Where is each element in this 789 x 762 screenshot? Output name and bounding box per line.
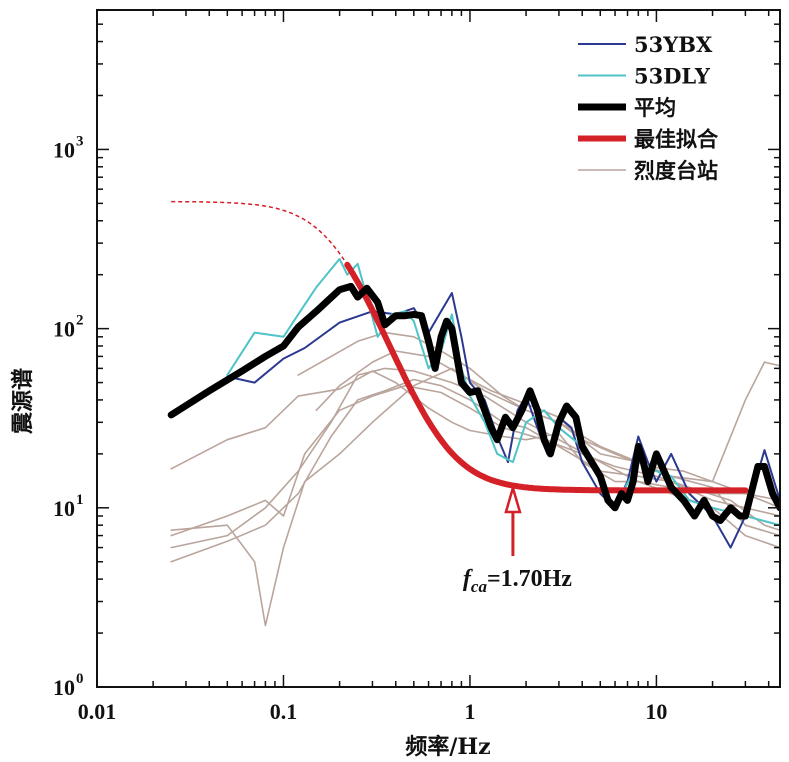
series-0-line	[170, 370, 780, 509]
best-fit-line	[344, 261, 749, 494]
y-tick-label: 10	[53, 675, 75, 700]
y-tick-exponent: 2	[76, 313, 84, 329]
plot-frame	[96, 9, 781, 688]
x-axis-title: 频率/Hz	[405, 734, 490, 760]
series-5-line	[297, 331, 780, 483]
y-tick-exponent: 1	[76, 492, 84, 508]
x-tick-label: 10	[645, 699, 667, 724]
legend-label: 53DLY	[634, 64, 711, 89]
annotation: fca=1.70Hz	[463, 483, 572, 596]
y-tick-exponent: 0	[76, 671, 84, 687]
series-layer	[167, 200, 780, 627]
y-tick-exponent: 3	[76, 133, 84, 149]
y-tick-label: 10	[53, 137, 75, 162]
series-6-line	[315, 350, 780, 502]
x-tick-label: 0.01	[78, 699, 117, 724]
y-tick-label: 10	[53, 496, 75, 521]
series-9-line	[167, 282, 780, 524]
x-tick-label: 1	[464, 699, 475, 724]
legend-label: 53YBX	[634, 32, 713, 57]
y-axis-title: 震源谱	[10, 368, 36, 434]
legend-label: 最佳拟合	[634, 127, 719, 152]
legend-label: 烈度台站	[634, 158, 718, 183]
fc-label: fca=1.70Hz	[463, 566, 572, 596]
legend-label: 平均	[634, 95, 676, 120]
best-fit-extrapolation-line	[171, 200, 348, 266]
x-tick-label: 0.1	[270, 699, 298, 724]
y-tick-label: 10	[53, 317, 75, 342]
fc-arrow-head	[504, 483, 522, 514]
